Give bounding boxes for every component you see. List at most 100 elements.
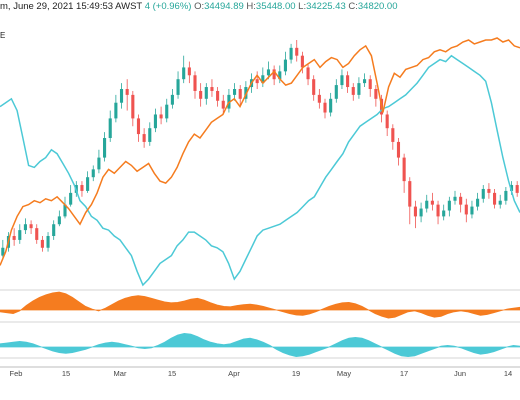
- candle-body-11: [63, 204, 67, 217]
- candle-body-59: [334, 85, 338, 99]
- overlay-lines: [0, 37, 520, 287]
- candle-body-74: [419, 208, 423, 217]
- x-tick-label-1: 15: [62, 369, 70, 378]
- candle-body-56: [317, 94, 321, 103]
- candle-body-22: [125, 89, 129, 95]
- candle-body-20: [114, 102, 118, 119]
- candle-body-77: [436, 204, 440, 217]
- candle-body-72: [408, 181, 412, 207]
- candle-body-52: [295, 47, 299, 56]
- candle-body-80: [453, 196, 457, 201]
- candle-body-48: [272, 69, 276, 80]
- candle-body-15: [86, 177, 90, 191]
- candle-body-3: [18, 230, 22, 240]
- candle-body-33: [187, 67, 191, 76]
- low-label: L:: [298, 1, 307, 12]
- candle-body-75: [425, 200, 429, 209]
- x-tick-label-0: Feb: [10, 369, 23, 378]
- candle-body-21: [119, 89, 124, 103]
- candle-body-17: [97, 157, 101, 170]
- candle-body-39: [221, 100, 225, 109]
- candle-body-19: [108, 118, 112, 138]
- candle-body-0: [1, 247, 5, 256]
- x-tick-label-2: Mar: [114, 369, 127, 378]
- open-value: 34494.89: [204, 1, 244, 12]
- candle-body-16: [91, 169, 95, 178]
- x-tick-label-6: May: [337, 369, 351, 378]
- cyan-oscillator-area: [0, 332, 520, 358]
- candle-body-50: [283, 59, 287, 72]
- candle-body-35: [199, 90, 203, 99]
- candle-body-81: [459, 196, 463, 205]
- candle-body-24: [136, 118, 141, 135]
- candle-body-4: [23, 224, 27, 231]
- candle-body-41: [233, 89, 237, 95]
- candle-body-62: [351, 87, 355, 95]
- orange-line: [0, 37, 520, 266]
- candle-body-51: [289, 47, 293, 60]
- candle-body-38: [216, 90, 220, 101]
- candle-body-31: [176, 79, 180, 95]
- candle-body-26: [148, 128, 152, 142]
- candle-body-85: [481, 188, 485, 199]
- candle-body-86: [487, 188, 491, 193]
- indicator-tag: E: [0, 31, 6, 40]
- candle-body-36: [204, 87, 208, 99]
- candle-body-84: [476, 198, 480, 207]
- candles: [1, 40, 519, 260]
- candle-body-68: [385, 114, 389, 129]
- close-label: C:: [348, 1, 358, 12]
- candle-body-58: [329, 98, 333, 113]
- candle-body-69: [391, 128, 395, 142]
- candle-body-7: [40, 239, 44, 248]
- candle-body-61: [346, 75, 350, 88]
- candle-body-87: [493, 192, 497, 205]
- x-axis: Feb 15 Mar 15 Apr 19 May 17 Jun 14: [10, 369, 513, 378]
- candle-body-90: [509, 185, 514, 191]
- candle-body-60: [340, 75, 344, 86]
- candle-body-55: [312, 79, 316, 95]
- candle-body-29: [165, 104, 169, 119]
- candle-body-65: [368, 79, 372, 89]
- candle-body-64: [363, 79, 367, 84]
- candle-body-6: [35, 228, 39, 240]
- x-tick-label-3: 15: [168, 369, 176, 378]
- candle-body-71: [402, 157, 406, 182]
- candle-body-37: [210, 87, 214, 91]
- high-value: 35448.00: [255, 1, 296, 12]
- x-tick-label-5: 19: [292, 369, 300, 378]
- candle-body-45: [255, 79, 259, 84]
- candle-body-30: [170, 94, 174, 105]
- candle-body-46: [261, 75, 265, 84]
- candle-body-73: [413, 206, 417, 217]
- candle-body-12: [69, 192, 73, 205]
- x-tick-label-4: Apr: [228, 369, 240, 378]
- candle-body-53: [300, 55, 304, 68]
- candle-body-9: [52, 224, 56, 236]
- candle-body-42: [238, 89, 242, 99]
- header-prefix: m, June 29, 2021 15:49:53 AWST: [0, 1, 143, 12]
- candle-body-2: [12, 236, 16, 240]
- close-value: 34820.00: [357, 1, 398, 12]
- x-tick-label-8: Jun: [454, 369, 466, 378]
- chart-header: m, June 29, 2021 15:49:53 AWST 4 (+0.96%…: [0, 0, 520, 14]
- cyan-line: [0, 54, 520, 287]
- candle-body-57: [323, 102, 327, 113]
- header-change: 4 (+0.96%): [144, 1, 192, 12]
- candle-body-66: [374, 89, 378, 99]
- candle-body-49: [278, 71, 282, 80]
- cyan-oscillator: [0, 332, 520, 358]
- candle-body-27: [153, 114, 157, 129]
- x-tick-label-9: 14: [504, 369, 512, 378]
- orange-oscillator: [0, 291, 520, 319]
- low-value: 34225.43: [306, 1, 346, 12]
- candle-body-18: [103, 138, 107, 158]
- candle-body-28: [159, 114, 163, 119]
- candle-body-82: [464, 204, 468, 215]
- candle-body-78: [442, 210, 446, 217]
- candle-body-83: [470, 206, 474, 215]
- candle-body-91: [515, 185, 519, 193]
- candle-body-8: [46, 236, 50, 248]
- x-tick-label-7: 17: [400, 369, 408, 378]
